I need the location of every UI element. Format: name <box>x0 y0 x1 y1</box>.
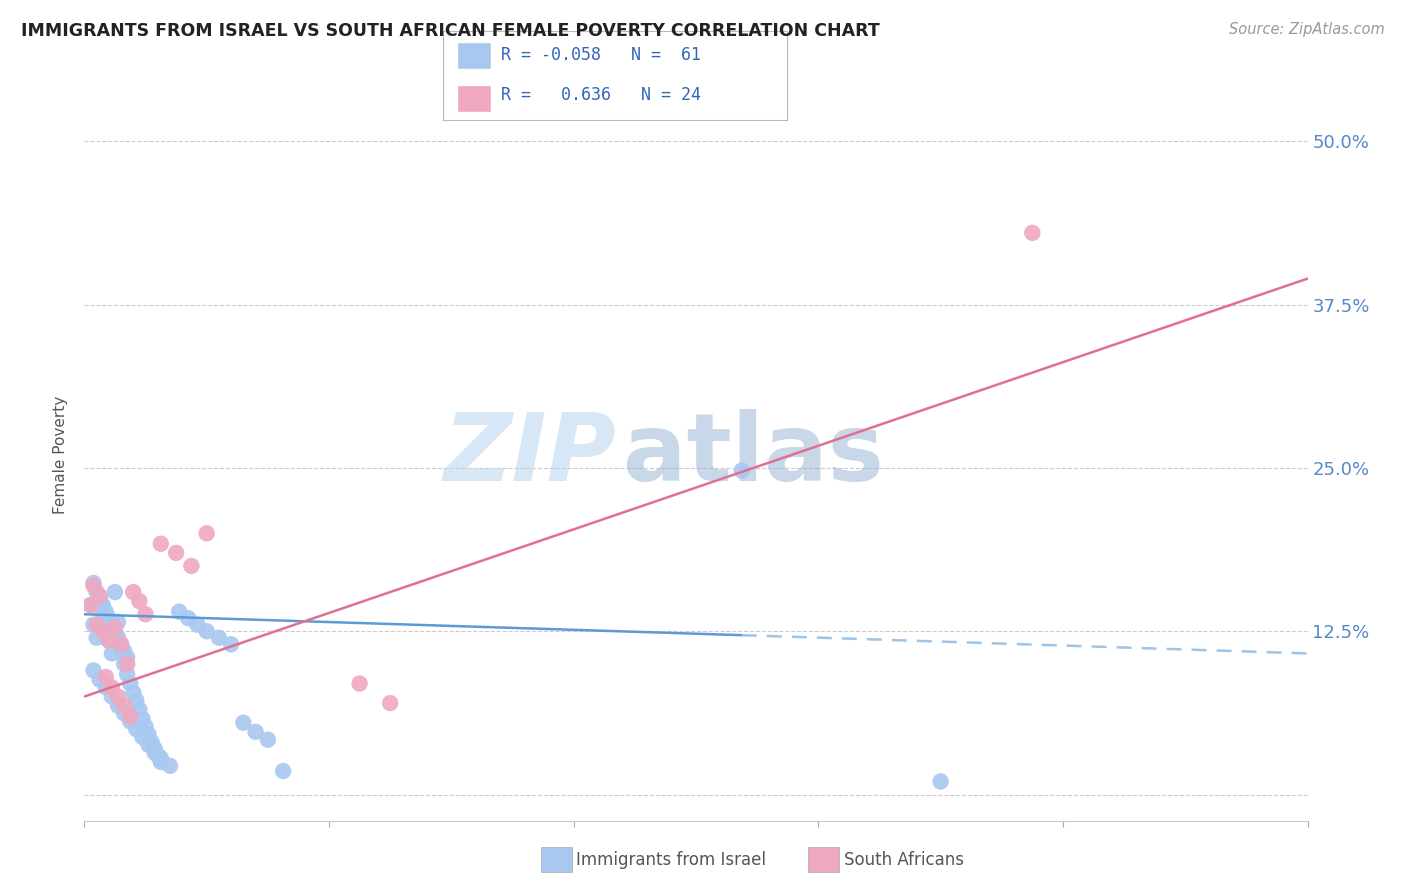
Point <box>159 758 181 772</box>
Point <box>135 720 157 734</box>
Point <box>208 631 231 645</box>
Point <box>97 633 120 648</box>
Text: R = -0.058   N =  61: R = -0.058 N = 61 <box>502 46 702 64</box>
Point <box>91 624 114 639</box>
Point <box>107 698 129 713</box>
Point <box>94 620 117 634</box>
Point <box>146 748 169 763</box>
Point <box>380 696 402 710</box>
Point <box>89 594 111 608</box>
Point <box>245 724 267 739</box>
Text: atlas: atlas <box>623 409 883 501</box>
Point <box>89 591 111 606</box>
Point <box>131 730 153 744</box>
Point <box>91 607 114 622</box>
Point <box>271 764 294 778</box>
Point <box>94 681 117 695</box>
Point <box>257 732 280 747</box>
Point <box>138 727 160 741</box>
Point <box>186 617 208 632</box>
Bar <box>457 42 491 69</box>
Point <box>83 578 105 592</box>
Text: IMMIGRANTS FROM ISRAEL VS SOUTH AFRICAN FEMALE POVERTY CORRELATION CHART: IMMIGRANTS FROM ISRAEL VS SOUTH AFRICAN … <box>21 22 880 40</box>
Point <box>138 738 160 752</box>
Point <box>112 706 135 721</box>
Point <box>104 620 127 634</box>
Point <box>101 681 124 695</box>
Point <box>107 690 129 704</box>
Text: ZIP: ZIP <box>443 409 616 501</box>
Text: South Africans: South Africans <box>844 851 963 869</box>
Point <box>83 664 105 678</box>
Point <box>107 615 129 629</box>
Point <box>149 751 172 765</box>
Point <box>167 605 190 619</box>
Point <box>91 598 114 612</box>
Point <box>120 714 142 729</box>
Point <box>125 693 148 707</box>
Point <box>107 631 129 645</box>
Point <box>122 585 145 599</box>
Point <box>128 594 150 608</box>
Point <box>94 670 117 684</box>
Point <box>86 617 108 632</box>
Point <box>177 611 200 625</box>
Point <box>349 676 371 690</box>
Point <box>101 617 124 632</box>
Point <box>79 598 101 612</box>
Point <box>101 690 124 704</box>
Point <box>79 598 101 612</box>
Point <box>143 741 166 756</box>
Point <box>165 546 187 560</box>
Point <box>731 464 754 478</box>
Point <box>195 526 218 541</box>
Point <box>149 755 172 769</box>
Text: Source: ZipAtlas.com: Source: ZipAtlas.com <box>1229 22 1385 37</box>
Point <box>125 723 148 737</box>
Point <box>97 633 120 648</box>
Point <box>120 676 142 690</box>
Point <box>122 686 145 700</box>
Point <box>120 709 142 723</box>
Point <box>141 735 163 749</box>
Point <box>104 585 127 599</box>
Point <box>104 624 127 639</box>
Point <box>83 576 105 591</box>
Y-axis label: Female Poverty: Female Poverty <box>53 396 69 514</box>
Point <box>110 637 132 651</box>
Point <box>101 647 124 661</box>
Point <box>89 673 111 687</box>
Point <box>219 637 242 651</box>
Point <box>86 631 108 645</box>
Point <box>110 641 132 656</box>
Point <box>115 650 138 665</box>
Point <box>89 589 111 603</box>
Point <box>1021 226 1043 240</box>
Point <box>149 537 172 551</box>
Point <box>94 605 117 619</box>
Bar <box>457 85 491 112</box>
Point <box>195 624 218 639</box>
Point <box>131 712 153 726</box>
Point <box>115 667 138 681</box>
Point <box>135 607 157 622</box>
Point <box>97 611 120 625</box>
Point <box>128 703 150 717</box>
Text: Immigrants from Israel: Immigrants from Israel <box>576 851 766 869</box>
Point <box>86 585 108 599</box>
Point <box>115 657 138 671</box>
Point <box>110 637 132 651</box>
Point <box>180 558 202 573</box>
Point <box>143 746 166 760</box>
Point <box>112 657 135 671</box>
Point <box>83 617 105 632</box>
Point <box>232 715 254 730</box>
Point <box>112 644 135 658</box>
Point <box>929 774 952 789</box>
Point <box>112 698 135 713</box>
Text: R =   0.636   N = 24: R = 0.636 N = 24 <box>502 87 702 104</box>
